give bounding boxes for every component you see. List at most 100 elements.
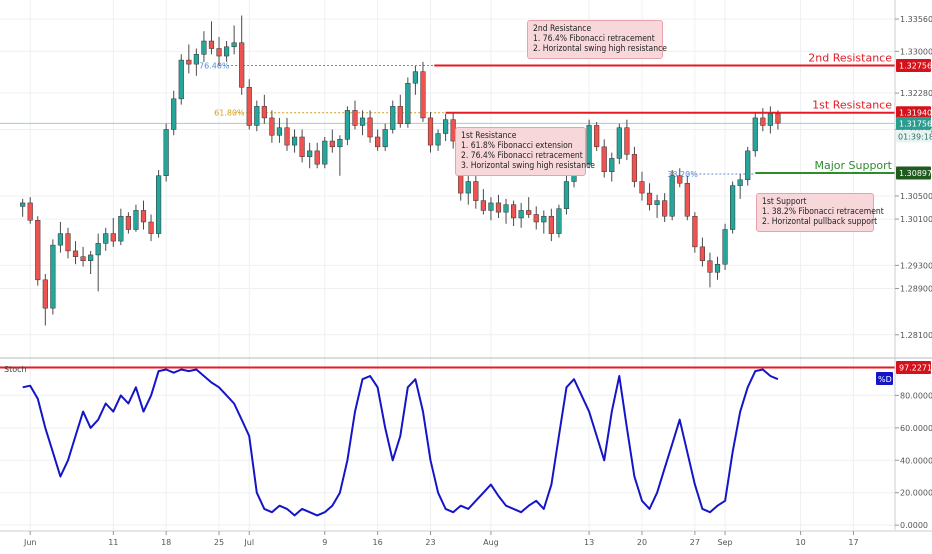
candle-body-up xyxy=(178,59,184,100)
candle-body-down xyxy=(707,260,713,273)
stoch-ref-tag: 97.2271 xyxy=(899,363,932,372)
stoch-tick-label: 0.0000 xyxy=(900,521,928,530)
candle-body-up xyxy=(254,106,260,126)
candle-body-down xyxy=(208,40,215,49)
candle-body-up xyxy=(118,215,124,242)
candle-body-up xyxy=(503,204,509,213)
candle-body-down xyxy=(601,146,607,172)
time-tick-label: 11 xyxy=(108,538,118,547)
grid-layer xyxy=(0,0,895,530)
candle-body-up xyxy=(541,215,547,223)
candle-layer xyxy=(20,15,781,326)
candle-body-down xyxy=(314,150,320,165)
time-tick-label: Sep xyxy=(718,538,733,547)
candle-body-down xyxy=(646,192,653,205)
candle-body-up xyxy=(95,243,101,256)
candle-body-down xyxy=(246,87,252,126)
candle-body-down xyxy=(624,127,630,155)
candle-body-down xyxy=(186,59,192,65)
candle-body-down xyxy=(495,202,502,213)
fib-level-label: 38.20% xyxy=(667,170,698,179)
price-tag-resistance-bg xyxy=(896,59,931,73)
candle-body-up xyxy=(359,117,366,126)
candle-body-up xyxy=(752,117,758,152)
stoch-legend-bg xyxy=(876,372,893,385)
time-tick-label: 27 xyxy=(690,538,700,547)
candle-body-up xyxy=(722,229,728,265)
key-level-label: 2nd Resistance xyxy=(808,52,892,65)
candle-body-down xyxy=(662,200,668,217)
time-tick-label: 16 xyxy=(373,538,383,547)
price-tag-resistance: 1.31940 xyxy=(899,109,932,118)
fib-level-label: 61.80% xyxy=(214,109,245,118)
candle-body-down xyxy=(239,42,245,88)
candle-body-down xyxy=(427,117,434,146)
candle-body-down xyxy=(329,140,335,148)
price-tick-label: 1.33000 xyxy=(900,47,932,56)
candle-body-up xyxy=(88,254,94,261)
price-tick-label: 1.28900 xyxy=(900,285,932,294)
candle-body-down xyxy=(284,127,290,146)
candle-body-up xyxy=(20,202,26,207)
countdown-tag-bg xyxy=(896,130,931,143)
candle-body-up xyxy=(767,113,773,126)
candle-body-up xyxy=(171,98,177,130)
stoch-tick-label: 40.0000 xyxy=(900,456,932,465)
countdown-tag: 01:39:18 xyxy=(898,132,932,141)
stoch-series-line xyxy=(22,368,779,517)
time-tick-label: 10 xyxy=(795,538,805,547)
candle-body-down xyxy=(269,117,275,136)
annotation-line: 2. Horizontal swing high resistance xyxy=(533,44,667,54)
candle-body-down xyxy=(533,214,539,223)
candle-body-up xyxy=(518,210,524,219)
annotation-line: 1. 76.4% Fibonacci retracement xyxy=(533,34,655,44)
fib-level-label: 76.40% xyxy=(199,62,230,71)
candle-body-up xyxy=(556,208,562,234)
candle-body-up xyxy=(563,181,570,209)
candle-body-up xyxy=(201,40,207,55)
candle-body-down xyxy=(480,200,486,211)
candle-body-up xyxy=(435,133,441,146)
candle-body-down xyxy=(125,215,131,230)
candle-body-up xyxy=(390,106,396,130)
candle-body-down xyxy=(27,202,33,221)
current-price-tag-bg xyxy=(896,116,931,130)
candle-body-down xyxy=(352,110,358,126)
price-tick-label: 1.33560 xyxy=(900,15,932,24)
candle-body-down xyxy=(72,250,79,257)
price-tag-resistance-bg xyxy=(896,106,931,120)
candle-body-up xyxy=(412,71,418,84)
candle-body-up xyxy=(745,150,751,181)
level-layer: 2nd Resistance 1st Resistance Major Suppor… xyxy=(434,52,895,175)
candle-body-down xyxy=(639,181,645,194)
candle-body-down xyxy=(473,181,479,201)
time-tick-label: 13 xyxy=(584,538,594,547)
candle-body-down xyxy=(65,233,71,252)
price-tick-label: 1.32280 xyxy=(900,89,932,98)
candle-body-up xyxy=(443,119,449,134)
key-level-label: 1st Resistance xyxy=(812,99,892,112)
stoch-layer: Stoch xyxy=(0,365,895,517)
key-level-label: Major Support xyxy=(814,159,892,172)
stoch-legend-label: %D xyxy=(878,375,892,384)
price-tag-resistance: 1.32756 xyxy=(899,62,932,71)
current-price-tag: 1.31756 xyxy=(899,119,932,128)
candle-body-up xyxy=(405,82,411,124)
candle-body-up xyxy=(291,136,298,146)
candle-body-up xyxy=(609,158,615,172)
candle-body-up xyxy=(103,233,109,244)
candle-body-down xyxy=(760,117,766,126)
candle-body-down xyxy=(299,136,305,157)
candle-body-down xyxy=(420,71,426,119)
candle-body-down xyxy=(631,154,638,182)
annotation-line: 2. 76.4% Fibonacci retracement xyxy=(461,151,583,161)
price-tick-label: 1.31650 xyxy=(900,125,932,134)
candle-body-down xyxy=(548,215,554,234)
candle-body-down xyxy=(677,175,683,184)
candle-body-up xyxy=(616,127,622,159)
annotation-line: 1st Support xyxy=(762,197,807,207)
candle-body-down xyxy=(261,106,267,119)
candle-body-up xyxy=(231,42,237,48)
